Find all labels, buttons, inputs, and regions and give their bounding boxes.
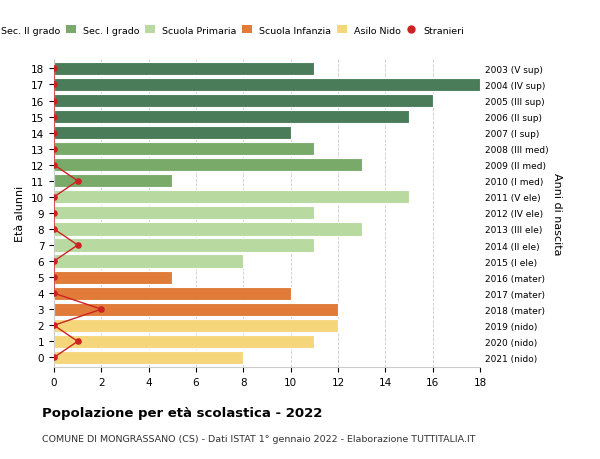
Point xyxy=(73,338,82,345)
Bar xyxy=(54,79,480,92)
Point xyxy=(49,130,59,137)
Y-axis label: Anni di nascita: Anni di nascita xyxy=(553,172,562,255)
Bar xyxy=(54,127,290,140)
Point xyxy=(49,226,59,233)
Bar xyxy=(54,63,314,76)
Bar xyxy=(54,95,433,108)
Bar xyxy=(54,351,244,364)
Bar xyxy=(54,287,290,300)
Y-axis label: Età alunni: Età alunni xyxy=(16,185,25,241)
Bar xyxy=(54,159,362,172)
Point xyxy=(49,354,59,361)
Point xyxy=(97,306,106,313)
Point xyxy=(49,210,59,217)
Point xyxy=(49,258,59,265)
Legend: Sec. II grado, Sec. I grado, Scuola Primaria, Scuola Infanzia, Asilo Nido, Stran: Sec. II grado, Sec. I grado, Scuola Prim… xyxy=(0,24,466,37)
Point xyxy=(73,178,82,185)
Bar xyxy=(54,271,172,284)
Bar xyxy=(54,175,172,188)
Text: COMUNE DI MONGRASSANO (CS) - Dati ISTAT 1° gennaio 2022 - Elaborazione TUTTITALI: COMUNE DI MONGRASSANO (CS) - Dati ISTAT … xyxy=(42,434,476,443)
Point xyxy=(49,322,59,329)
Bar xyxy=(54,191,409,204)
Bar xyxy=(54,239,314,252)
Point xyxy=(49,98,59,105)
Point xyxy=(49,162,59,169)
Point xyxy=(49,194,59,201)
Point xyxy=(49,82,59,89)
Point xyxy=(73,242,82,249)
Bar xyxy=(54,319,338,332)
Bar xyxy=(54,303,338,316)
Point xyxy=(49,290,59,297)
Bar xyxy=(54,335,314,348)
Point xyxy=(49,114,59,121)
Point xyxy=(49,146,59,153)
Bar xyxy=(54,111,409,124)
Bar xyxy=(54,207,314,220)
Point xyxy=(49,66,59,73)
Bar xyxy=(54,255,244,268)
Text: Popolazione per età scolastica - 2022: Popolazione per età scolastica - 2022 xyxy=(42,406,322,419)
Point xyxy=(49,274,59,281)
Bar xyxy=(54,223,362,236)
Bar xyxy=(54,143,314,156)
